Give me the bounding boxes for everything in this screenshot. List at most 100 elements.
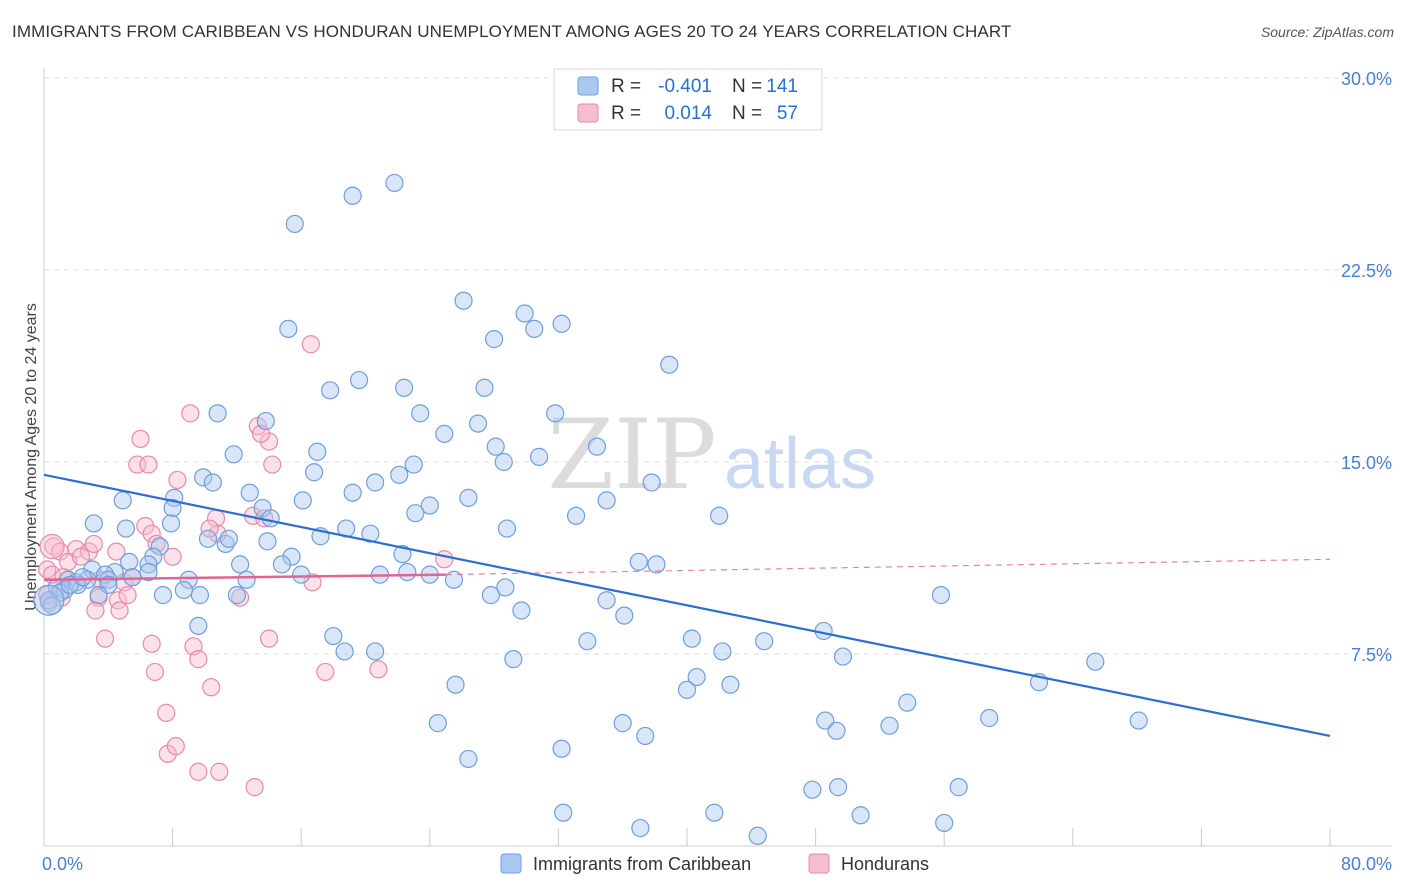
data-point-caribbean [935,813,954,833]
data-point-caribbean [139,555,158,574]
y-tick-label: 22.5% [1341,261,1392,281]
data-point-hondurans [110,601,129,620]
data-point-caribbean [552,739,571,758]
data-point-caribbean [1129,711,1148,730]
watermark-zip: ZIP [547,399,716,511]
data-point-caribbean [123,568,142,587]
data-point-caribbean [116,519,136,538]
data-point-hondurans [145,662,165,682]
data-point-caribbean [394,378,414,397]
data-point-caribbean [390,465,409,484]
data-point-caribbean [504,650,523,669]
data-point-caribbean [39,591,58,610]
data-point-caribbean [366,642,385,661]
data-point-caribbean [120,552,139,571]
data-point-caribbean [497,519,517,538]
data-point-caribbean [755,632,774,651]
data-point-caribbean [219,529,238,548]
data-point-caribbean [721,675,740,694]
data-point-caribbean [203,473,222,492]
data-point-caribbean [161,514,181,533]
source-label: Source: ZipAtlas.com [1260,24,1394,40]
data-point-caribbean [349,370,369,390]
data-point-caribbean [279,319,298,338]
data-point-caribbean [261,509,280,528]
data-point-caribbean [613,714,632,733]
data-point-caribbean [113,491,132,510]
data-point-caribbean [829,778,848,797]
data-point-hondurans [107,542,126,561]
data-point-caribbean [240,483,259,502]
data-point-hondurans [166,737,185,756]
data-point-caribbean [636,726,655,746]
y-tick-labels: 7.5% 15.0% 22.5% 30.0% [1341,69,1392,665]
data-point-hondurans [118,586,137,605]
data-point-caribbean [530,447,549,466]
data-point-caribbean [515,304,534,323]
data-point-hondurans [189,762,208,781]
data-point-caribbean [587,437,607,456]
data-point-caribbean [554,803,573,822]
data-point-caribbean [898,693,917,712]
legend-swatch-hondurans [577,103,599,123]
data-point-caribbean [224,445,243,464]
data-point-caribbean [642,473,661,492]
data-point-caribbean [366,473,385,492]
data-point-hondurans [95,629,115,648]
legend-n-value-caribbean: 141 [766,76,798,97]
watermark-atlas: atlas [724,424,876,504]
data-point-hondurans [142,634,161,653]
data-point-caribbean [525,319,544,338]
data-point-caribbean [980,708,999,728]
legend-swatch-caribbean [577,76,599,96]
data-point-caribbean [552,314,571,333]
legend-n-value-hondurans: 57 [777,103,798,124]
data-point-caribbean [33,584,65,616]
data-point-caribbean [308,442,327,461]
data-point-caribbean [485,330,504,349]
data-point-caribbean [435,424,454,443]
data-point-hondurans [142,524,161,543]
data-point-caribbean [566,506,586,525]
data-point-caribbean [816,711,835,730]
data-point-hondurans [84,534,103,554]
data-point-caribbean [496,578,515,597]
data-point-caribbean [512,601,531,620]
data-point-caribbean [343,483,362,502]
data-point-caribbean [710,506,729,525]
data-point-caribbean [304,463,324,482]
data-point-hondurans [39,533,65,560]
data-point-caribbean [198,529,218,548]
data-point-hondurans [163,547,182,566]
data-point-hondurans [38,560,57,579]
data-point-caribbean [682,629,701,648]
watermark: ZIP atlas [547,399,876,511]
legend-n-label-hondurans: N = [732,103,762,124]
data-point-hondurans [189,650,208,669]
data-point-caribbean [84,514,103,533]
chart-title: IMMIGRANTS FROM CARIBBEAN VS HONDURAN UN… [12,22,1012,41]
data-point-caribbean [931,586,951,605]
data-point-caribbean [677,680,697,699]
data-point-caribbean [803,780,822,799]
data-point-caribbean [398,562,417,582]
data-point-caribbean [208,404,227,423]
data-point-caribbean [231,555,250,574]
data-point-hondurans [181,404,200,423]
data-point-caribbean [163,498,182,518]
legend-r-value-hondurans: 0.014 [664,103,712,124]
data-point-caribbean [324,626,343,646]
data-point-caribbean [631,818,650,838]
legend-n-label-caribbean: N = [732,76,762,97]
data-point-caribbean [420,496,439,515]
x-tick-label: 0.0% [42,854,83,874]
trend-line-caribbean [43,473,1331,737]
data-point-caribbean [237,570,256,589]
data-point-caribbean [272,555,292,574]
data-point-hondurans [259,629,279,648]
trend-lines [43,473,1331,737]
x-tick-label: 80.0% [1341,854,1392,874]
data-point-caribbean [190,586,210,605]
data-point-caribbean [189,616,208,635]
data-point-caribbean [385,173,404,193]
